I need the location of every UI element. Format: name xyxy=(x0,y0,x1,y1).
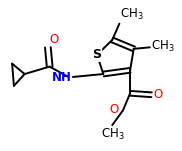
Text: CH$_3$: CH$_3$ xyxy=(151,39,174,54)
Text: CH$_3$: CH$_3$ xyxy=(101,127,125,142)
Text: S: S xyxy=(93,48,102,61)
Text: O: O xyxy=(50,33,59,46)
Text: O: O xyxy=(153,88,162,101)
Text: O: O xyxy=(109,103,118,116)
Text: NH: NH xyxy=(52,71,72,84)
Text: CH$_3$: CH$_3$ xyxy=(120,7,144,22)
